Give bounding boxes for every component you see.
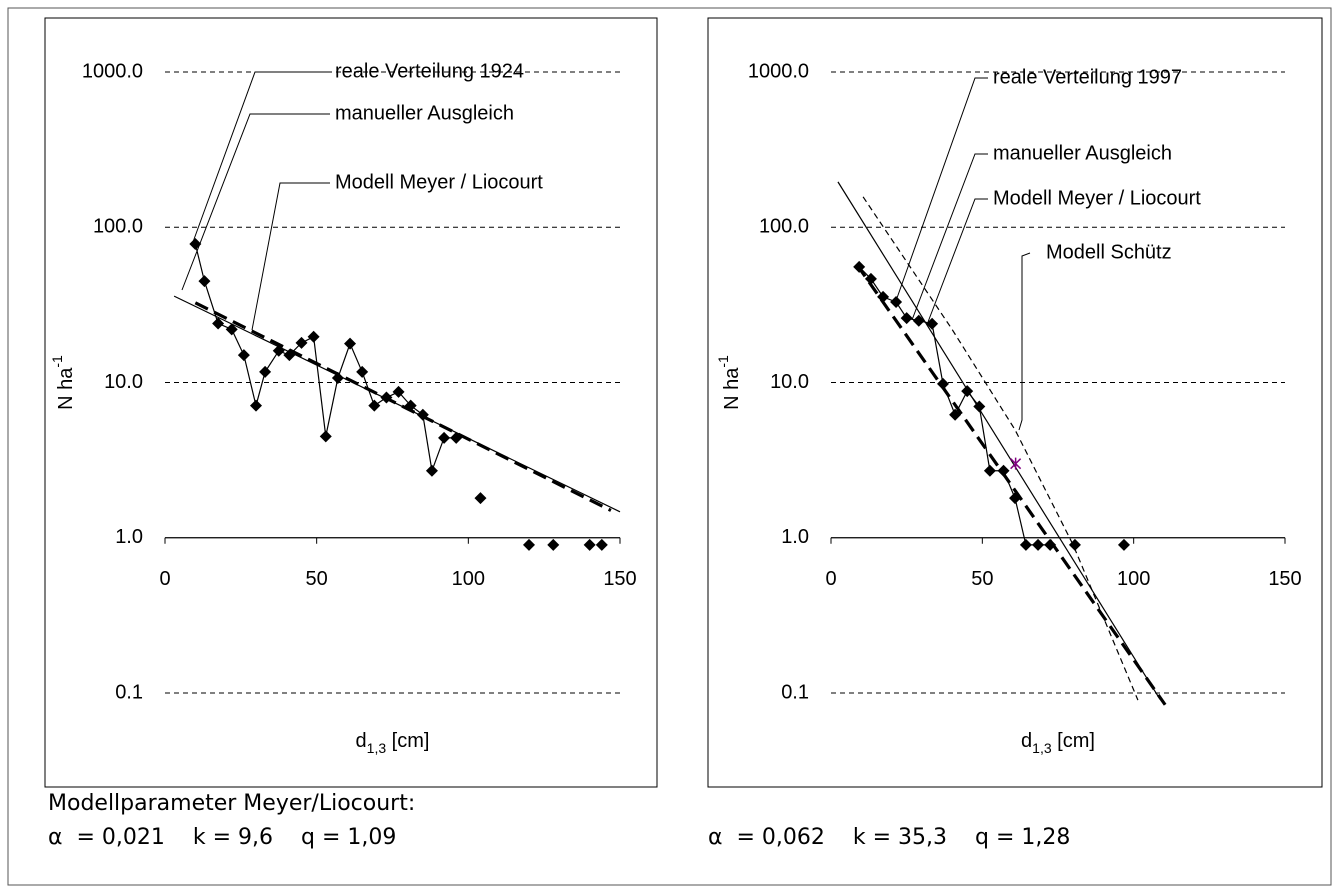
data-point (259, 365, 272, 378)
y-tick-label: 1.0 (781, 526, 809, 548)
x-label-main: d (356, 730, 367, 752)
data-point (1032, 538, 1045, 551)
y-label-main: N ha (721, 367, 743, 410)
series-line (855, 263, 1167, 706)
series-line (173, 295, 621, 513)
x-axis-label: d1,3 [cm] (356, 730, 430, 755)
series-label: manueller Ausgleich (993, 142, 1172, 164)
data-point (877, 290, 890, 303)
y-tick-label: 1000.0 (82, 60, 143, 82)
data-point (912, 314, 925, 327)
data-point (344, 337, 357, 350)
x-label-sub: 1,3 (1032, 740, 1052, 756)
panel-frame (707, 17, 1323, 788)
leader-line (251, 182, 330, 331)
data-point (212, 317, 225, 330)
data-point (595, 538, 608, 551)
y-tick-label: 0.1 (115, 681, 143, 703)
series-label: Modell Schütz (1046, 241, 1172, 263)
y-label-main: N ha (55, 367, 77, 410)
x-label-unit: [cm] (386, 730, 429, 752)
data-point (474, 492, 487, 505)
x-label-unit: [cm] (1052, 730, 1095, 752)
data-point (438, 431, 451, 444)
series-label: manueller Ausgleich (335, 102, 514, 124)
data-point (890, 296, 903, 309)
frame (7, 7, 1332, 886)
y-label-sup: -1 (715, 355, 731, 368)
series-label: Modell Meyer / Liocourt (993, 187, 1201, 209)
y-tick-label: 0.1 (781, 681, 809, 703)
data-point (1019, 538, 1032, 551)
data-point (983, 464, 996, 477)
data-point (926, 317, 939, 330)
series-line (859, 267, 1124, 545)
series-line (837, 181, 1161, 700)
x-tick-label: 0 (825, 568, 836, 590)
data-point (237, 349, 250, 362)
y-axis-label: N ha-1 (715, 355, 744, 410)
parameter-values: α = 0,021 k = 9,6 q = 1,09 (48, 825, 396, 850)
data-point (523, 538, 535, 551)
parameter-values: α = 0,062 k = 35,3 q = 1,28 (708, 825, 1070, 850)
data-point (356, 365, 369, 378)
data-point (198, 275, 211, 288)
x-tick-label: 100 (452, 568, 485, 590)
x-tick-label: 150 (603, 568, 636, 590)
leader-line (181, 113, 330, 291)
series-line (194, 301, 612, 512)
y-tick-label: 100.0 (93, 216, 143, 238)
y-tick-label: 10.0 (104, 371, 143, 393)
data-point (392, 385, 405, 398)
x-tick-label: 150 (1268, 568, 1301, 590)
series-label: Modell Meyer / Liocourt (335, 171, 543, 193)
x-tick-label: 50 (971, 568, 993, 590)
data-point (295, 336, 308, 349)
data-point (225, 323, 238, 336)
panel-frame (44, 17, 658, 788)
y-axis-label: N ha-1 (49, 355, 78, 410)
data-point (1044, 538, 1057, 551)
y-tick-label: 1.0 (115, 526, 143, 548)
y-tick-label: 100.0 (759, 216, 809, 238)
y-tick-label: 1000.0 (748, 60, 809, 82)
x-tick-label: 100 (1117, 568, 1150, 590)
data-point (307, 330, 320, 343)
leader-line (192, 71, 330, 243)
data-point (425, 464, 438, 477)
parameter-heading: Modellparameter Meyer/Liocourt: (48, 791, 415, 816)
x-label-main: d (1021, 730, 1032, 752)
data-point (331, 371, 344, 384)
data-point (250, 399, 262, 412)
data-point (319, 430, 332, 443)
data-point (997, 464, 1010, 477)
data-point (864, 272, 877, 285)
leader-line (927, 198, 988, 323)
leader-line (911, 153, 988, 321)
data-point (368, 399, 381, 412)
x-label-sub: 1,3 (367, 740, 387, 756)
x-tick-label: 0 (159, 568, 170, 590)
leader-line (896, 77, 988, 299)
data-point (583, 538, 596, 551)
series-label: reale Verteilung 1997 (993, 66, 1182, 88)
y-label-sup: -1 (49, 355, 65, 368)
data-point (936, 377, 949, 390)
y-tick-label: 10.0 (770, 371, 809, 393)
series-line (862, 196, 1139, 701)
series-label: reale Verteilung 1924 (335, 60, 524, 82)
x-axis-label: d1,3 [cm] (1021, 730, 1095, 755)
data-point (1117, 538, 1130, 551)
leader-line (1018, 252, 1031, 431)
x-tick-label: 50 (306, 568, 328, 590)
data-point (1010, 457, 1022, 470)
data-point (547, 538, 560, 551)
data-point (900, 312, 913, 325)
